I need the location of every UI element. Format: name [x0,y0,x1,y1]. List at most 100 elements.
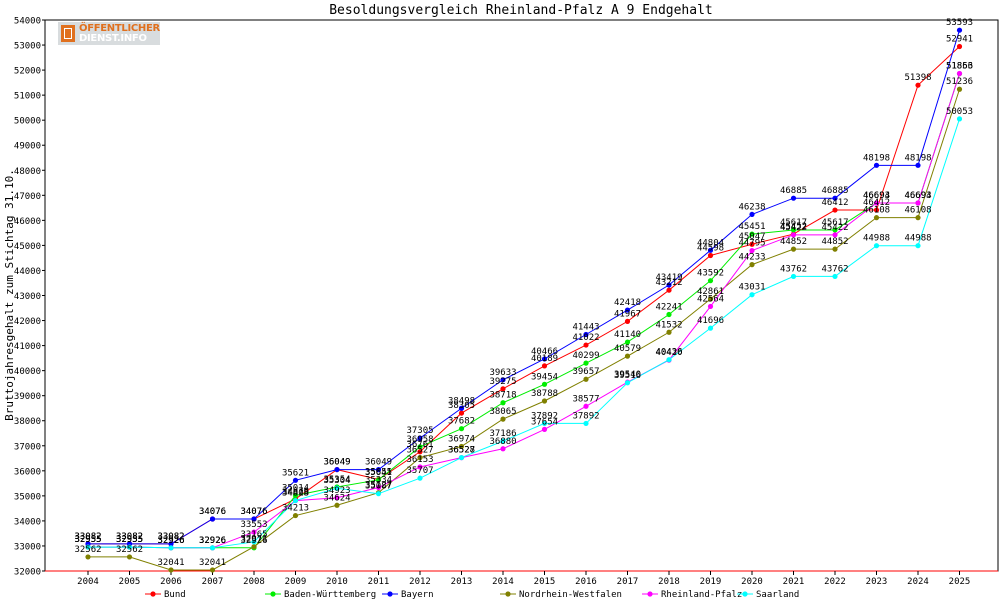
data-point-nordrhein-westfalen [334,502,340,508]
data-label-baden-w-rttemberg: 42241 [655,303,682,313]
data-label-nordrhein-westfalen: 32041 [157,558,184,568]
data-label-saarland: 43031 [738,283,765,293]
data-label-saarland: 37892 [572,411,599,421]
legend-marker-bund [150,591,156,597]
data-label-bund: 45452 [780,222,807,232]
data-label-bayern: 48198 [863,153,890,163]
data-point-rheinland-pfalz [541,426,548,432]
data-label-saarland: 44988 [904,234,931,244]
data-point-bayern [583,331,589,338]
data-point-nordrhein-westfalen [790,246,797,252]
y-tick-label: 47000 [14,192,41,202]
data-point-saarland [168,545,174,551]
data-point-bayern [541,356,548,362]
legend-label-rheinland-pfalz: Rheinland-Pfalz [661,590,742,600]
data-label-rheinland-pfalz: 36527 [448,446,475,456]
x-tick-label: 2019 [700,577,722,587]
data-label-baden-w-rttemberg: 38718 [489,391,516,401]
data-label-rheinland-pfalz: 46694 [863,191,890,201]
data-label-nordrhein-westfalen: 32971 [240,535,267,545]
data-label-saarland: 32926 [157,536,184,546]
data-point-baden-w-rttemberg [541,381,548,387]
data-label-baden-w-rttemberg: 45451 [738,222,765,232]
data-label-bayern: 33082 [74,532,101,542]
data-label-bayern: 38498 [448,396,475,406]
data-point-saarland [583,420,589,427]
data-point-bayern [458,405,465,411]
data-label-saarland: 35087 [365,482,392,492]
y-tick-label: 54000 [14,17,41,27]
data-label-baden-w-rttemberg: 39454 [531,372,558,382]
data-label-bund: 46412 [863,198,890,208]
series-line-rheinland-pfalz [88,73,960,549]
data-label-nordrhein-westfalen: 38788 [531,389,558,399]
data-point-nordrhein-westfalen [292,512,299,519]
data-label-nordrhein-westfalen: 46108 [863,206,890,216]
legend-label-bund: Bund [164,590,186,600]
data-point-nordrhein-westfalen [209,567,216,573]
data-label-bayern: 37305 [406,426,433,436]
data-point-baden-w-rttemberg [707,278,714,284]
data-label-rheinland-pfalz: 40420 [655,348,682,358]
data-point-saarland [541,420,548,427]
data-label-nordrhein-westfalen: 39657 [572,367,599,377]
data-label-baden-w-rttemberg: 36958 [406,435,433,445]
series-lines [85,27,963,573]
data-point-saarland [417,475,423,481]
data-label-nordrhein-westfalen: 44852 [780,237,807,247]
legend-marker-baden-w-rttemberg [270,591,276,597]
data-point-nordrhein-westfalen [126,554,133,560]
y-axis-label: Bruttojahresgehalt zum Stichtag 31.10. [3,169,16,421]
data-label-rheinland-pfalz: 44795 [738,239,765,249]
data-point-bayern [251,516,257,522]
data-label-rheinland-pfalz: 46694 [904,191,931,201]
data-point-baden-w-rttemberg [417,444,423,450]
data-point-nordrhein-westfalen [666,329,672,335]
data-label-baden-w-rttemberg: 40299 [572,351,599,361]
data-label-nordrhein-westfalen: 36527 [406,446,433,456]
data-point-rheinland-pfalz [956,70,963,77]
data-label-rheinland-pfalz: 39540 [614,370,641,380]
data-label-bund: 46412 [821,198,848,208]
y-tick-label: 42000 [14,317,41,327]
x-tick-label: 2006 [160,577,182,587]
data-label-baden-w-rttemberg: 51856 [946,62,973,72]
y-tick-label: 45000 [14,242,41,252]
data-label-bund: 41022 [572,333,599,343]
data-point-nordrhein-westfalen [832,246,838,252]
data-label-rheinland-pfalz: 42564 [697,294,724,304]
x-tick-label: 2012 [409,577,431,587]
data-label-bund: 40189 [531,354,558,364]
data-label-nordrhein-westfalen: 40579 [614,344,641,354]
data-label-bayern: 36049 [323,458,350,468]
data-label-nordrhein-westfalen: 44852 [821,237,848,247]
data-point-bund [500,386,506,392]
data-point-bund [583,342,589,348]
data-label-nordrhein-westfalen: 32041 [199,558,226,568]
data-point-rheinland-pfalz [500,446,506,452]
data-point-nordrhein-westfalen [749,262,755,268]
data-point-bayern [375,466,382,473]
data-point-bund [624,318,631,324]
data-label-nordrhein-westfalen: 32562 [74,545,101,555]
legend-marker-nordrhein-westfalen [505,591,511,597]
data-label-baden-w-rttemberg: 46693 [904,191,931,201]
x-tick-label: 2009 [285,577,307,587]
data-point-bayern [209,516,216,522]
legend-label-bayern: Bayern [401,590,434,600]
data-label-saarland: 37186 [489,429,516,439]
y-tick-label: 49000 [14,142,41,152]
data-point-saarland [500,438,506,444]
data-label-bund: 36761 [406,440,433,450]
data-label-bayern: 36049 [365,458,392,468]
data-point-bund [915,82,921,88]
data-point-bayern [790,195,797,201]
data-label-saarland: 39516 [614,371,641,381]
data-point-rheinland-pfalz [749,247,755,254]
data-label-saarland: 40436 [655,348,682,358]
x-tick-label: 2024 [907,577,929,587]
data-point-saarland [126,544,133,550]
data-point-saarland [666,357,672,363]
y-tick-label: 32000 [14,568,41,578]
